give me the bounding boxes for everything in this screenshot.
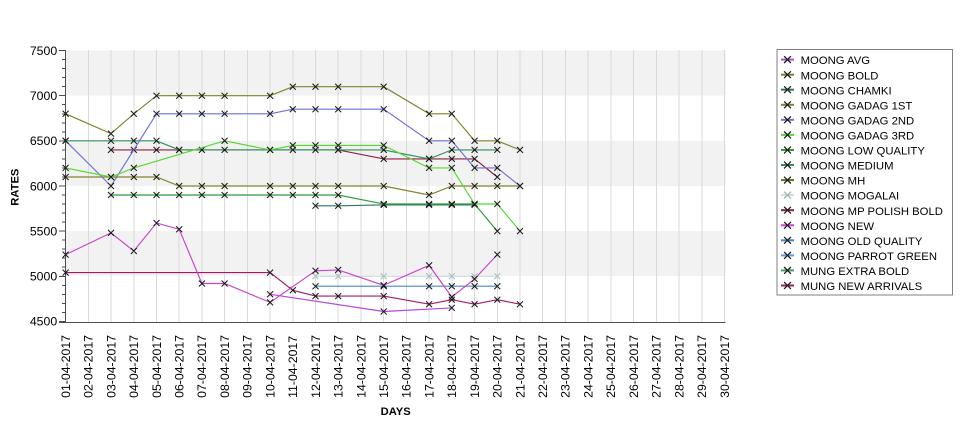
svg-text:DAYS: DAYS	[381, 406, 412, 418]
svg-text:27-04-2017: 27-04-2017	[650, 335, 664, 398]
svg-text:24-04-2017: 24-04-2017	[582, 335, 596, 398]
svg-text:MOONG PARROT GREEN: MOONG PARROT GREEN	[801, 251, 937, 263]
svg-text:23-04-2017: 23-04-2017	[559, 335, 573, 398]
svg-text:MOONG MOGALAI: MOONG MOGALAI	[801, 191, 900, 203]
svg-text:MOONG AVG: MOONG AVG	[801, 55, 870, 67]
svg-text:29-04-2017: 29-04-2017	[695, 335, 709, 398]
svg-text:19-04-2017: 19-04-2017	[468, 335, 482, 398]
svg-text:5000: 5000	[30, 270, 58, 284]
svg-text:28-04-2017: 28-04-2017	[672, 335, 686, 398]
svg-text:07-04-2017: 07-04-2017	[195, 335, 209, 398]
svg-text:09-04-2017: 09-04-2017	[241, 335, 255, 398]
svg-text:05-04-2017: 05-04-2017	[150, 335, 164, 398]
svg-text:26-04-2017: 26-04-2017	[627, 335, 641, 398]
svg-text:MOONG CHAMKI: MOONG CHAMKI	[801, 85, 892, 97]
svg-text:6500: 6500	[30, 134, 58, 148]
svg-text:10-04-2017: 10-04-2017	[263, 335, 277, 398]
svg-text:03-04-2017: 03-04-2017	[104, 335, 118, 398]
svg-text:01-04-2017: 01-04-2017	[59, 335, 73, 398]
svg-text:6000: 6000	[30, 179, 58, 193]
svg-text:RATES: RATES	[10, 168, 22, 206]
svg-text:MOONG LOW QUALITY: MOONG LOW QUALITY	[801, 146, 926, 158]
svg-text:14-04-2017: 14-04-2017	[354, 335, 368, 398]
svg-text:25-04-2017: 25-04-2017	[604, 335, 618, 398]
svg-text:21-04-2017: 21-04-2017	[513, 335, 527, 398]
svg-text:16-04-2017: 16-04-2017	[400, 335, 414, 398]
svg-text:02-04-2017: 02-04-2017	[82, 335, 96, 398]
svg-text:7500: 7500	[30, 44, 58, 58]
svg-text:30-04-2017: 30-04-2017	[718, 335, 732, 398]
svg-text:18-04-2017: 18-04-2017	[445, 335, 459, 398]
svg-text:MOONG GADAG 2ND: MOONG GADAG 2ND	[801, 115, 915, 127]
svg-text:MOONG NEW: MOONG NEW	[801, 221, 875, 233]
svg-text:MOONG GADAG 3RD: MOONG GADAG 3RD	[801, 131, 915, 143]
svg-text:MUNG EXTRA BOLD: MUNG EXTRA BOLD	[801, 266, 910, 278]
svg-text:08-04-2017: 08-04-2017	[218, 335, 232, 398]
svg-text:MOONG MP POLISH BOLD: MOONG MP POLISH BOLD	[801, 206, 943, 218]
svg-text:MUNG NEW ARRIVALS: MUNG NEW ARRIVALS	[801, 281, 923, 293]
svg-text:MOONG MH: MOONG MH	[801, 176, 866, 188]
svg-text:5500: 5500	[30, 224, 58, 238]
svg-text:4500: 4500	[30, 315, 58, 329]
svg-text:13-04-2017: 13-04-2017	[332, 335, 346, 398]
svg-text:12-04-2017: 12-04-2017	[309, 335, 323, 398]
svg-text:06-04-2017: 06-04-2017	[173, 335, 187, 398]
svg-text:MOONG MEDIUM: MOONG MEDIUM	[801, 161, 894, 173]
svg-text:15-04-2017: 15-04-2017	[377, 335, 391, 398]
svg-text:04-04-2017: 04-04-2017	[127, 335, 141, 398]
svg-text:7000: 7000	[30, 89, 58, 103]
svg-text:20-04-2017: 20-04-2017	[491, 335, 505, 398]
svg-text:17-04-2017: 17-04-2017	[422, 335, 436, 398]
svg-text:MOONG GADAG 1ST: MOONG GADAG 1ST	[801, 100, 913, 112]
svg-text:MOONG OLD QUALITY: MOONG OLD QUALITY	[801, 236, 923, 248]
svg-text:MOONG BOLD: MOONG BOLD	[801, 70, 879, 82]
svg-text:11-04-2017: 11-04-2017	[286, 336, 300, 398]
svg-text:22-04-2017: 22-04-2017	[536, 335, 550, 398]
